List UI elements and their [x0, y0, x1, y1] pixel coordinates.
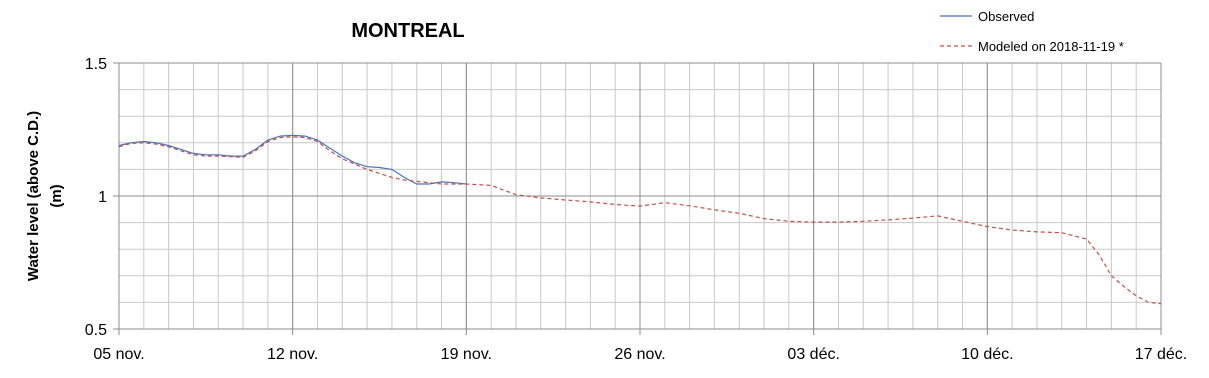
legend-label: Modeled on 2018-11-19 *	[978, 39, 1124, 54]
y-tick-label: 1.5	[85, 56, 107, 73]
y-tick-label: 1	[98, 189, 107, 206]
legend-label: Observed	[978, 9, 1034, 24]
x-tick-label: 05 nov.	[93, 346, 144, 363]
x-tick-label: 12 nov.	[267, 346, 318, 363]
x-tick-label: 17 déc.	[1135, 346, 1187, 363]
y-axis-label-line: Water level (above C.D.)	[25, 111, 42, 281]
x-tick-label: 03 déc.	[787, 346, 839, 363]
x-tick-label: 19 nov.	[441, 346, 492, 363]
x-tick-label: 10 déc.	[961, 346, 1013, 363]
data-line	[118, 134, 467, 185]
y-axis-label-line: (m)	[48, 184, 65, 207]
y-tick-label: 0.5	[85, 322, 107, 339]
y-axis-label: Water level (above C.D.) (m)	[25, 111, 65, 281]
x-tick-label: 26 nov.	[614, 346, 665, 363]
chart-title: MONTREAL	[351, 20, 464, 42]
